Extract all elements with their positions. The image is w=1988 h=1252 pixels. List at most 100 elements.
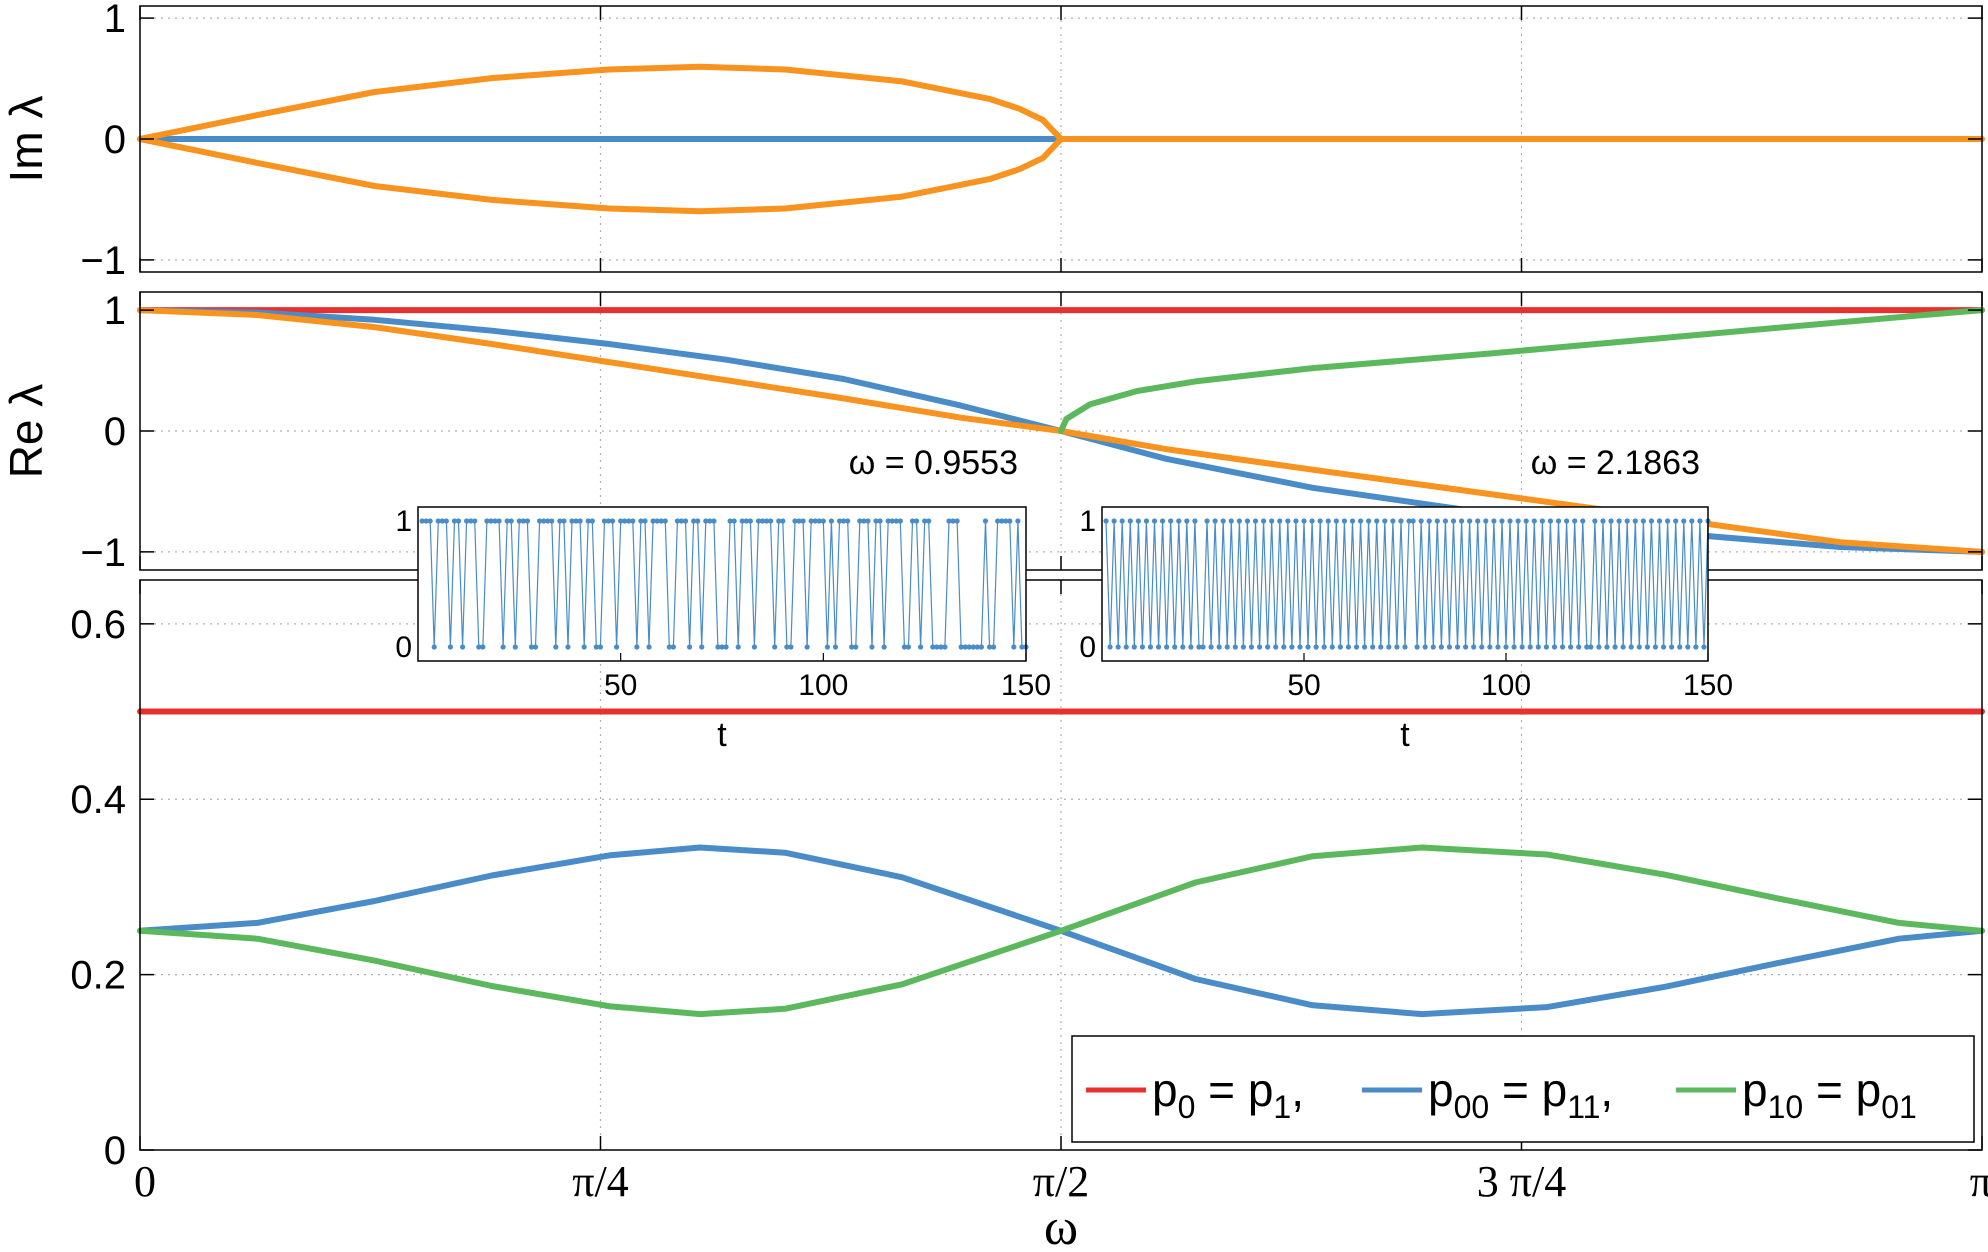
- inset-left-point: [918, 644, 924, 650]
- inset-right-point: [1220, 518, 1226, 524]
- inset-right-point: [1119, 518, 1125, 524]
- inset-right-xlabel: t: [1400, 716, 1410, 754]
- inset-right-point: [1273, 644, 1279, 650]
- inset-right-point: [1656, 518, 1663, 524]
- inset-right-series-line: [1105, 520, 1709, 648]
- inset-right-point: [1216, 644, 1222, 650]
- inset-right-point: [1527, 644, 1533, 650]
- inset-right-point: [1483, 518, 1489, 524]
- inset-right-point: [1374, 518, 1380, 524]
- inset-left-point: [492, 518, 498, 524]
- inset-left-point: [901, 644, 908, 650]
- inset-right-point: [1269, 518, 1275, 524]
- inset-left-point: [670, 644, 676, 650]
- inset-left-point: [488, 518, 494, 524]
- inset-right-point: [1103, 518, 1109, 524]
- inset-right-point: [1624, 518, 1630, 524]
- inset-right-point: [1442, 518, 1448, 524]
- inset-left-point: [877, 518, 883, 524]
- inset-left-point: [995, 518, 1001, 524]
- inset-left-point: [735, 644, 741, 650]
- legend-label-p00: p00 = p11,: [1428, 1064, 1613, 1125]
- inset-right-point: [1277, 518, 1283, 524]
- inset-left-point: [954, 518, 960, 524]
- prob-ytick-label: 0.4: [70, 778, 126, 822]
- inset-left-point: [1015, 518, 1021, 524]
- inset-right-point: [1596, 644, 1602, 650]
- prob-ytick-label: 0.2: [70, 954, 126, 998]
- inset-right-point: [1337, 644, 1343, 650]
- inset-right-point: [1394, 644, 1400, 650]
- inset-right-ytick-label: 1: [1079, 505, 1096, 538]
- inset-left-point: [484, 518, 490, 524]
- inset-right-point: [1252, 518, 1259, 524]
- inset-right-point: [1660, 644, 1667, 650]
- inset-right-point: [1430, 644, 1436, 650]
- inset-right-point: [1608, 518, 1614, 524]
- inset-right-point: [1317, 518, 1323, 524]
- im-series-line-2: [137, 136, 1064, 215]
- inset-left-point: [832, 644, 839, 650]
- inset-left-point: [419, 518, 425, 524]
- inset-right-point: [1572, 518, 1578, 524]
- inset-right-point: [1426, 518, 1432, 524]
- inset-right-point: [1115, 644, 1121, 650]
- inset-right-point: [1677, 644, 1683, 650]
- inset-right-point: [1139, 644, 1145, 650]
- inset-left-point: [545, 518, 551, 524]
- inset-right-point: [1685, 644, 1691, 650]
- inset-left-point: [820, 518, 826, 524]
- im-lambda-panel: −1 0 1 Im λ: [0, 0, 1985, 283]
- inset-right-point: [1628, 644, 1634, 650]
- inset-right-point: [1681, 518, 1687, 524]
- inset-right-point: [1333, 518, 1339, 524]
- inset-right-point: [1454, 644, 1461, 650]
- inset-right-point: [1475, 518, 1481, 524]
- re-lambda-ylabel: Re λ: [0, 384, 52, 479]
- inset-left-point: [464, 518, 470, 524]
- inset-right-point: [1487, 644, 1493, 650]
- inset-left-point: [431, 644, 437, 650]
- inset-left-point: [776, 518, 782, 524]
- inset-right-point: [1297, 644, 1303, 650]
- inset-left-point: [597, 644, 604, 650]
- inset-right-point: [1151, 518, 1158, 524]
- inset-left-point: [978, 644, 985, 650]
- inset-left-point: [455, 518, 462, 524]
- inset-right-point: [1382, 518, 1388, 524]
- inset-left-point: [759, 518, 766, 524]
- inset-left-point: [459, 644, 466, 650]
- im-ytick-label: 1: [104, 0, 126, 41]
- inset-left-point: [780, 518, 786, 524]
- inset-left-point: [589, 518, 595, 524]
- inset-left-point: [549, 518, 555, 524]
- inset-left-point: [537, 518, 543, 524]
- inset-left-point: [541, 518, 547, 524]
- inset-left-point: [966, 644, 972, 650]
- inset-left-point: [569, 518, 575, 524]
- inset-right-point: [1224, 644, 1230, 650]
- inset-left-point: [905, 644, 912, 650]
- inset-right-ytick-label: 0: [1079, 631, 1096, 664]
- inset-right-point: [1256, 644, 1263, 650]
- inset-right-point: [1341, 518, 1347, 524]
- inset-right-point: [1495, 644, 1501, 650]
- inset-right-point: [1309, 518, 1315, 524]
- inset-right-point: [1402, 644, 1408, 650]
- inset-left-ytick-label: 0: [395, 631, 412, 664]
- inset-right-point: [1640, 518, 1646, 524]
- inset-right-point: [1248, 644, 1255, 650]
- omega-xtick-label: π/4: [572, 1157, 628, 1206]
- inset-left-point: [508, 518, 514, 524]
- inset-left-point: [427, 518, 433, 524]
- inset-right-point: [1240, 644, 1246, 650]
- inset-right-point: [1539, 518, 1545, 524]
- inset-left-point: [938, 644, 944, 650]
- inset-right-point: [1592, 518, 1598, 524]
- inset-right-point: [1208, 644, 1214, 650]
- inset-time-series-left: ω = 0.9553 0 1 50 100 150 t: [395, 444, 1051, 754]
- inset-left-point: [447, 644, 454, 650]
- inset-left-point: [942, 644, 948, 650]
- inset-left-point: [585, 518, 591, 524]
